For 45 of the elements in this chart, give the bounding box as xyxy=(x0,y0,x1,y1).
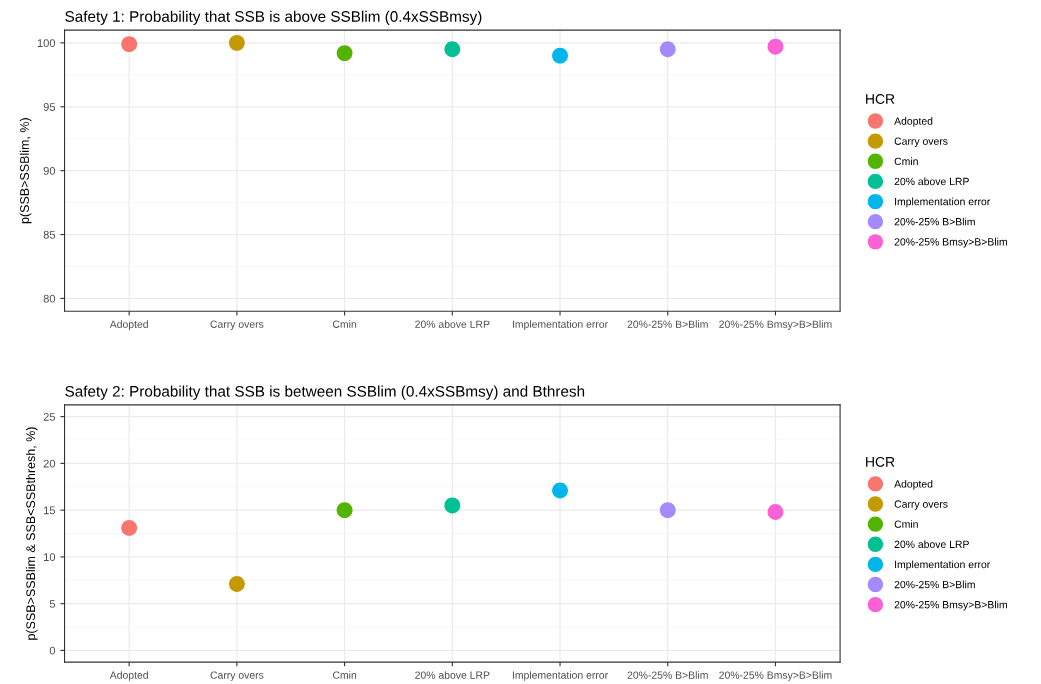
legend-label: 20%-25% Bmsy>B>Blim xyxy=(894,237,1007,248)
y-tick-label: 95 xyxy=(43,103,56,111)
y-tick-label: 20 xyxy=(43,459,56,468)
x-tick-label: Implementation error xyxy=(512,671,608,681)
legend-label: Adopted xyxy=(894,117,933,127)
x-tick-label: Adopted xyxy=(109,320,148,330)
x-tick-label: 20%-25% Bmsy>B>Blim xyxy=(719,320,832,330)
y-tick-label: 85 xyxy=(43,230,56,239)
legend-label: 20% above LRP xyxy=(894,540,969,548)
x-tick-label: 20% above LRP xyxy=(415,671,490,679)
legend-label: 20%-25% B>Blim xyxy=(894,217,975,226)
legend-label: Cmin xyxy=(894,520,918,528)
x-tick-label: Implementation error xyxy=(512,320,608,330)
y-tick-label: 0 xyxy=(49,646,56,655)
legend-label: Carry overs xyxy=(894,500,948,510)
y-tick-label: 15 xyxy=(44,506,56,515)
chart-title: Safety 2: Probability that SSB is between SSBlim (0.4xSSBmsy) and Bthresh xyxy=(65,385,585,400)
y-axis-title: p(SSB>SSBlim, %) xyxy=(19,118,32,224)
x-tick-label: 20% above LRP xyxy=(415,320,490,328)
x-tick-label: Cmin xyxy=(332,320,357,328)
x-tick-label: Cmin xyxy=(332,671,357,679)
legend-label: Implementation error xyxy=(895,560,991,571)
chart-title: Safety 1: Probability that SSB is above SSBlim (0.4xSSBmsy) xyxy=(65,10,482,25)
legend-label: Implementation error xyxy=(895,197,991,208)
x-tick-label: 20%-25% B>Blim xyxy=(627,671,708,679)
x-tick-label: Carry overs xyxy=(210,671,264,681)
legend-title: HCR xyxy=(866,94,895,104)
x-tick-label: 20%-25% Bmsy>B>Blim xyxy=(719,671,832,681)
legend-title: HCR xyxy=(866,456,895,467)
legend-label: Carry overs xyxy=(894,137,948,147)
y-tick-label: 25 xyxy=(43,412,56,421)
y-tick-label: 80 xyxy=(43,294,56,303)
y-tick-label: 90 xyxy=(43,166,56,175)
legend-label: 20%-25% Bmsy>B>Blim xyxy=(894,600,1007,611)
x-tick-label: Adopted xyxy=(109,671,148,681)
legend-label: 20% above LRP xyxy=(894,177,969,186)
x-tick-label: 20%-25% B>Blim xyxy=(627,320,708,328)
legend-label: Adopted xyxy=(894,479,933,490)
y-tick-label: 10 xyxy=(44,553,56,562)
x-tick-label: Carry overs xyxy=(210,320,264,330)
y-tick-label: 100 xyxy=(37,39,56,48)
legend-label: 20%-25% B>Blim xyxy=(894,580,975,589)
y-axis-title: p(SSB>SSBlim & SSB<SSBthresh, %) xyxy=(25,427,38,640)
legend-label: Cmin xyxy=(894,157,918,166)
y-tick-label: 5 xyxy=(49,600,56,608)
